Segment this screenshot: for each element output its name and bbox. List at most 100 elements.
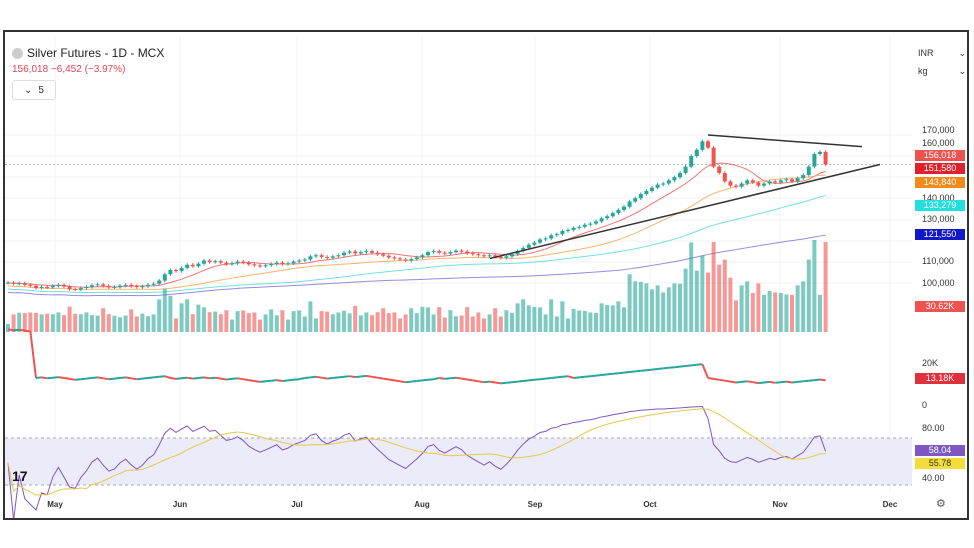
volume-bar xyxy=(302,316,307,332)
candle xyxy=(39,286,44,288)
currency-value: INR xyxy=(918,48,934,58)
settings-gear-icon[interactable]: ⚙ xyxy=(936,498,946,510)
volume-bar xyxy=(616,301,621,332)
candle xyxy=(392,257,397,259)
candle xyxy=(269,263,274,266)
volume-bar xyxy=(157,299,162,332)
candle xyxy=(526,244,531,248)
indicator-line xyxy=(601,373,608,376)
candle xyxy=(571,227,576,230)
candle xyxy=(414,257,419,260)
candle xyxy=(482,255,486,257)
volume-bar xyxy=(426,307,430,332)
indicator-line xyxy=(713,377,720,381)
indicator-line xyxy=(808,379,815,382)
indicator-line xyxy=(707,377,714,380)
candle xyxy=(734,185,738,187)
candle xyxy=(459,250,464,252)
currency-select[interactable]: INR ⌄ xyxy=(918,48,966,59)
volume-bar xyxy=(482,318,486,332)
last-price: 156,018 xyxy=(12,64,49,75)
indicator-line xyxy=(187,376,193,380)
candle xyxy=(50,285,55,288)
volume-bar xyxy=(263,314,268,332)
indicator-line xyxy=(523,379,529,382)
volume-bar xyxy=(95,315,100,332)
volume-bar xyxy=(190,314,195,332)
indicator-line xyxy=(579,375,585,379)
indicator-line xyxy=(724,379,731,383)
indicator-line xyxy=(635,369,641,373)
volume-bar xyxy=(230,319,234,332)
indicator-line xyxy=(444,377,451,380)
indicator-line xyxy=(640,369,647,372)
volume-bar xyxy=(118,317,122,332)
indicator-line xyxy=(58,376,65,379)
volume-bar xyxy=(28,312,33,332)
volume-bar xyxy=(140,313,145,332)
candle xyxy=(515,251,520,255)
candle xyxy=(683,166,688,173)
volume-bar xyxy=(297,310,302,332)
indicator-line xyxy=(797,380,804,383)
candle xyxy=(582,224,587,227)
indicator-line xyxy=(366,374,373,378)
volume-bar xyxy=(442,317,447,332)
chart-frame xyxy=(3,30,969,520)
indicator-line xyxy=(590,374,597,378)
indicator-line xyxy=(701,363,709,379)
volume-bar xyxy=(577,310,582,332)
volume-bar xyxy=(146,316,150,332)
volume-bar xyxy=(538,307,542,332)
volume-bar xyxy=(342,310,346,332)
volume-bar xyxy=(683,268,688,332)
candle xyxy=(790,179,794,182)
indicator-line xyxy=(327,377,333,380)
candle xyxy=(342,252,346,256)
rsi-value-tag: 58.04 xyxy=(915,445,965,456)
indicator-line xyxy=(315,375,322,379)
indicator-line xyxy=(461,377,468,381)
indicator-line xyxy=(159,375,165,378)
candle xyxy=(739,183,744,187)
unit-select[interactable]: kg ⌄ xyxy=(918,66,966,77)
volume-bar xyxy=(6,324,10,332)
indicator-line xyxy=(254,380,261,383)
volume-bar xyxy=(22,313,27,332)
indicator-last-tag: 13.18K xyxy=(915,373,965,384)
indicator-line xyxy=(35,376,42,379)
indicator-line xyxy=(545,377,552,380)
candle xyxy=(129,284,134,287)
volume-bar xyxy=(644,283,649,332)
price-axis-tick: 100,000 xyxy=(922,278,955,288)
volume-bar xyxy=(762,294,766,332)
indicators-toggle-button[interactable]: ⌄ 5 xyxy=(12,80,56,100)
candle xyxy=(364,251,369,253)
indicator-line xyxy=(467,378,473,382)
volume-bar xyxy=(409,308,414,332)
volume-bar xyxy=(347,313,352,332)
volume-bar xyxy=(202,307,206,332)
candle xyxy=(722,172,727,182)
volume-bar xyxy=(734,300,738,332)
candle xyxy=(17,283,22,285)
candle xyxy=(218,261,223,263)
volume-bar xyxy=(213,311,218,332)
volume-bar xyxy=(129,309,134,332)
symbol-title[interactable]: Silver Futures - 1D - MCX xyxy=(12,46,164,60)
volume-bar xyxy=(325,311,330,332)
candle xyxy=(711,147,716,167)
volume-bar xyxy=(448,310,453,332)
candle xyxy=(386,255,391,258)
candle xyxy=(543,238,548,240)
volume-bar xyxy=(767,290,772,332)
indicator-line xyxy=(383,377,389,381)
candle xyxy=(196,263,201,267)
candle xyxy=(465,251,470,254)
candle xyxy=(34,285,38,288)
volume-bar xyxy=(627,274,632,332)
candle xyxy=(661,183,666,185)
candle xyxy=(549,235,554,239)
indicator-line xyxy=(500,381,507,385)
